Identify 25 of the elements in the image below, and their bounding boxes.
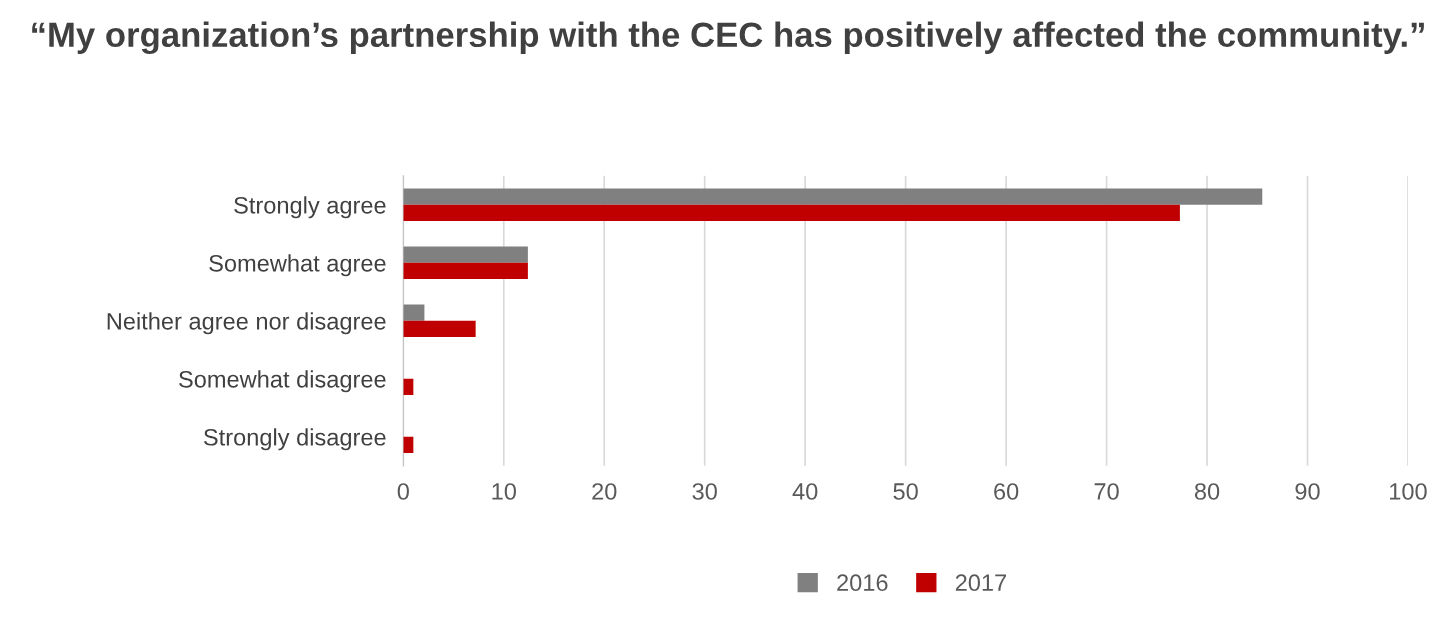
bar — [403, 304, 425, 321]
x-tick-label: 20 — [592, 483, 617, 500]
x-tick-label: 0 — [397, 483, 409, 500]
x-tick-label: 50 — [893, 483, 918, 500]
x-tick-label: 70 — [1094, 483, 1119, 500]
y-tick-label: Strongly agree — [234, 196, 386, 219]
x-tick-label: 40 — [792, 483, 818, 500]
bar — [403, 204, 1180, 222]
bar — [403, 262, 528, 280]
y-tick-label: Somewhat disagree — [179, 370, 386, 393]
legend-label: 2017 — [955, 574, 1006, 592]
bar — [403, 320, 476, 338]
y-tick-label: Somewhat agree — [209, 254, 386, 277]
bar — [403, 188, 1263, 205]
chart-title: “My organization’s partnership with the CEC has positively affected the community.” — [32, 21, 1424, 55]
x-tick-label: 80 — [1194, 483, 1220, 500]
x-tick-label: 30 — [692, 483, 717, 500]
bar — [403, 246, 528, 263]
x-tick-label: 90 — [1295, 483, 1320, 500]
y-tick-label: Strongly disagree — [203, 428, 386, 451]
x-tick-label: 100 — [1390, 483, 1427, 500]
legend-label: 2016 — [837, 574, 888, 592]
x-tick-label: 10 — [492, 483, 516, 500]
x-tick-label: 60 — [994, 483, 1019, 500]
y-tick-label: Neither agree nor disagree — [107, 312, 386, 335]
